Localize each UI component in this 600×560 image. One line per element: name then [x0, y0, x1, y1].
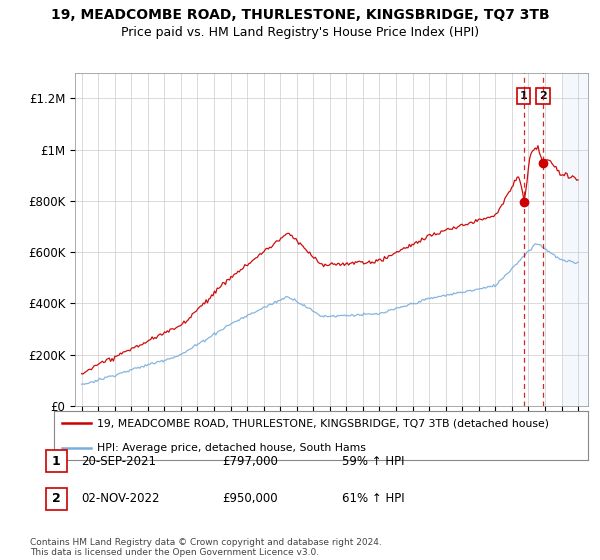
Text: 1: 1 — [52, 455, 61, 468]
Text: £950,000: £950,000 — [222, 492, 278, 506]
Text: 2: 2 — [52, 492, 61, 506]
Text: £797,000: £797,000 — [222, 455, 278, 468]
Text: 1: 1 — [520, 91, 527, 101]
FancyBboxPatch shape — [46, 450, 67, 473]
Text: 19, MEADCOMBE ROAD, THURLESTONE, KINGSBRIDGE, TQ7 3TB: 19, MEADCOMBE ROAD, THURLESTONE, KINGSBR… — [50, 8, 550, 22]
Text: 19, MEADCOMBE ROAD, THURLESTONE, KINGSBRIDGE, TQ7 3TB (detached house): 19, MEADCOMBE ROAD, THURLESTONE, KINGSBR… — [97, 418, 549, 428]
Bar — [563, 73, 592, 406]
Text: HPI: Average price, detached house, South Hams: HPI: Average price, detached house, Sout… — [97, 443, 365, 453]
Text: 59% ↑ HPI: 59% ↑ HPI — [342, 455, 404, 468]
Text: 20-SEP-2021: 20-SEP-2021 — [81, 455, 156, 468]
Text: Price paid vs. HM Land Registry's House Price Index (HPI): Price paid vs. HM Land Registry's House … — [121, 26, 479, 39]
FancyBboxPatch shape — [46, 488, 67, 510]
Text: 61% ↑ HPI: 61% ↑ HPI — [342, 492, 404, 506]
Text: Contains HM Land Registry data © Crown copyright and database right 2024.
This d: Contains HM Land Registry data © Crown c… — [30, 538, 382, 557]
Text: 2: 2 — [539, 91, 547, 101]
Text: 02-NOV-2022: 02-NOV-2022 — [81, 492, 160, 506]
